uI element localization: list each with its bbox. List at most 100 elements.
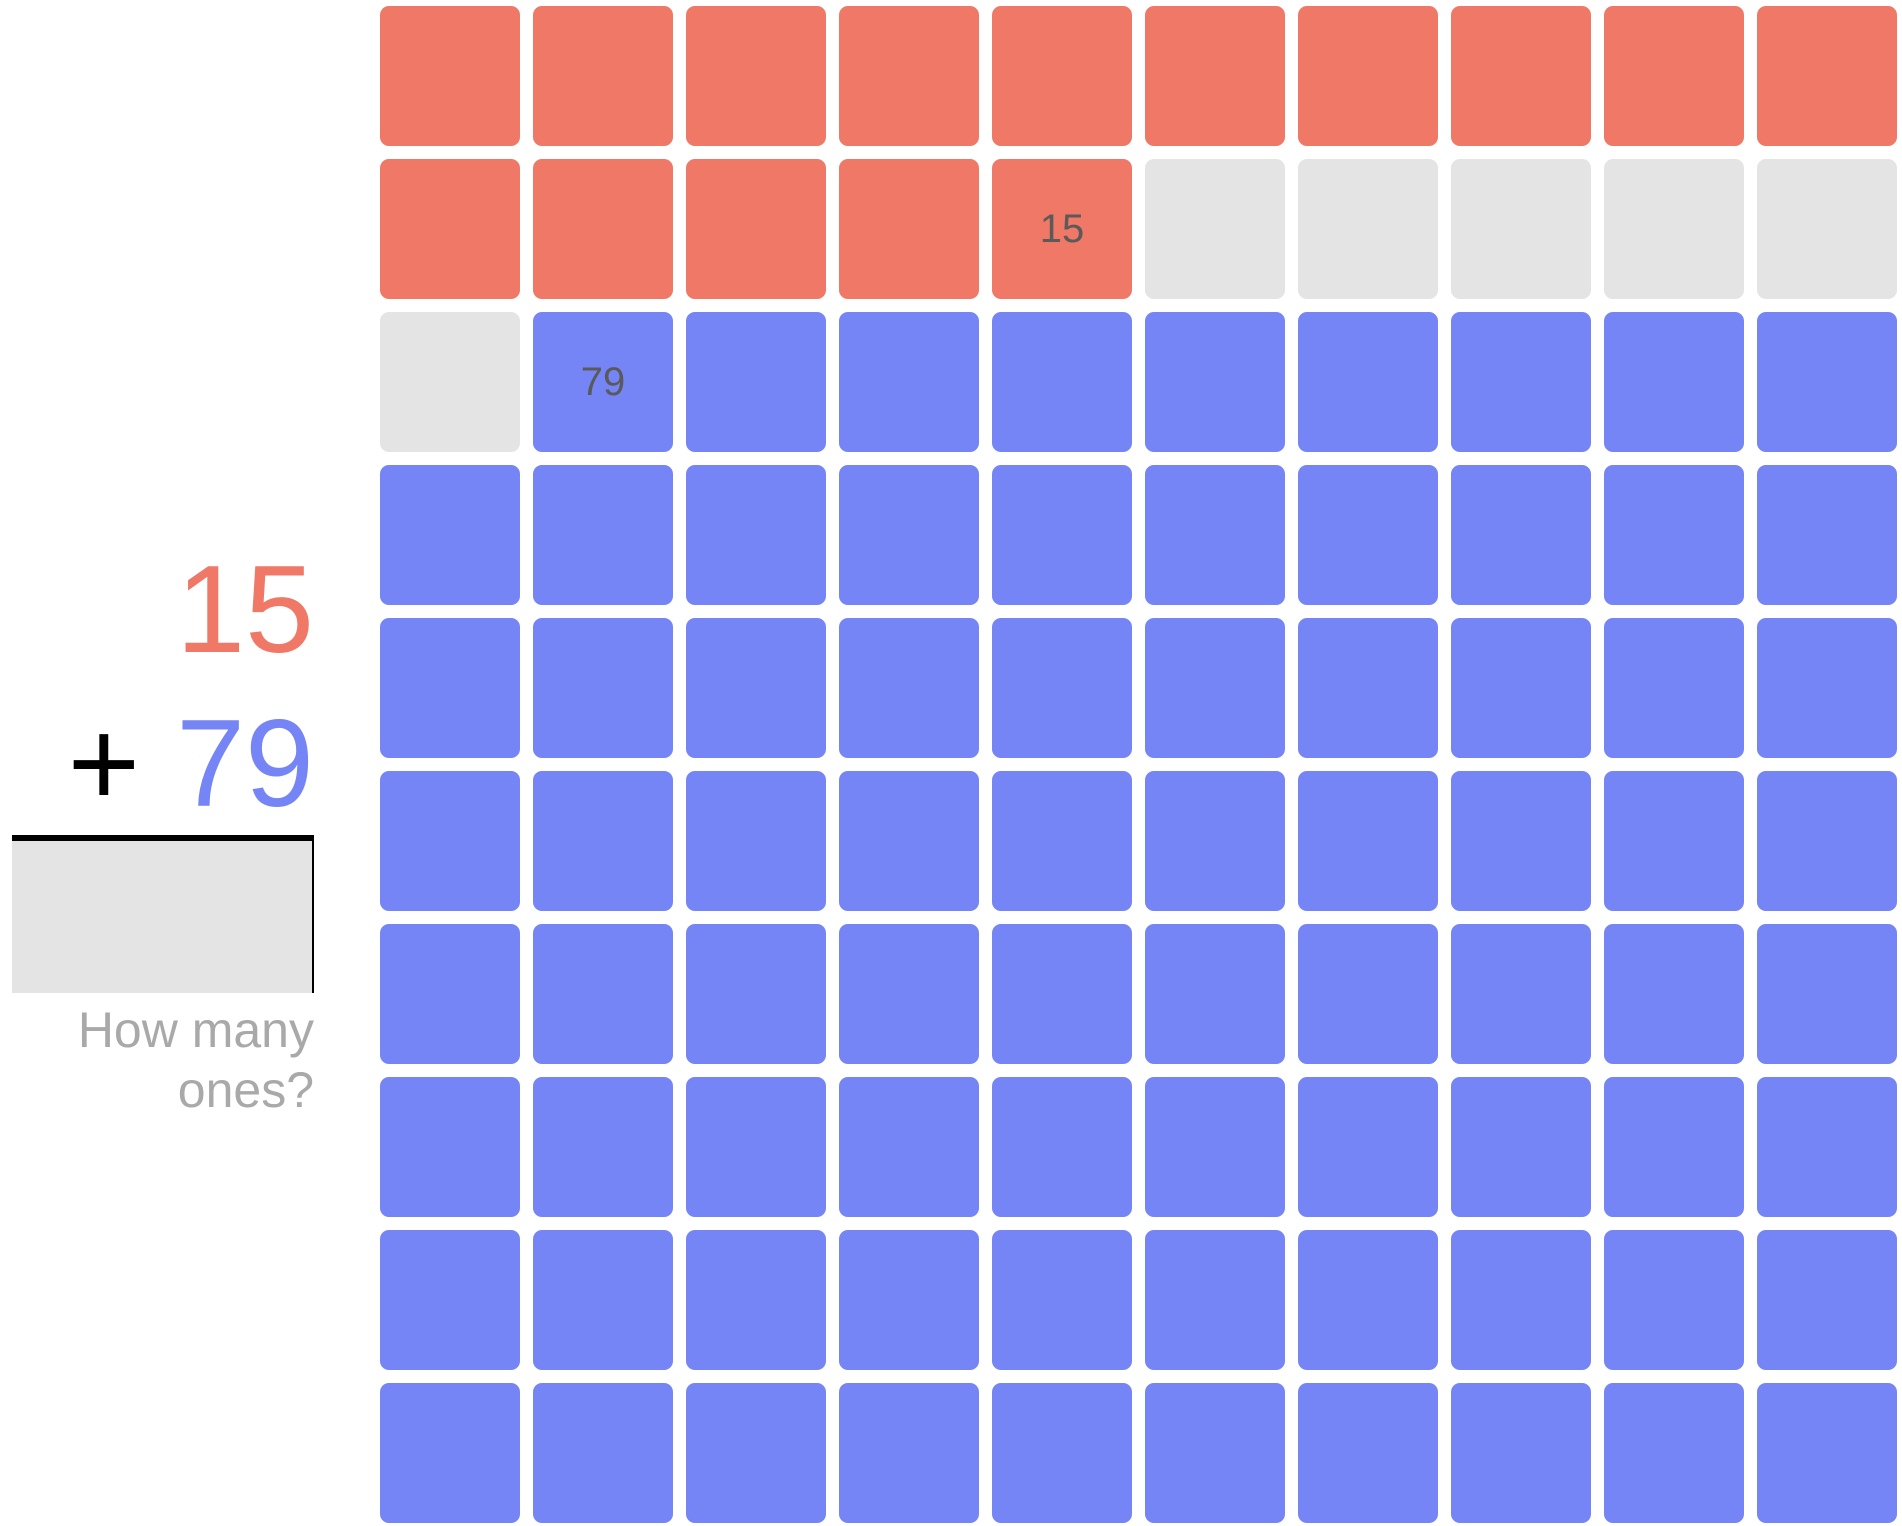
first-addend-cell: [533, 6, 673, 146]
second-addend-cell: [1145, 1383, 1285, 1523]
second-addend-cell: [1604, 924, 1744, 1064]
first-addend-cell: [380, 6, 520, 146]
first-addend-cell: [1604, 6, 1744, 146]
second-addend-cell: [1145, 312, 1285, 452]
second-addend-cell: [686, 1383, 826, 1523]
plus-sign: +: [67, 695, 141, 833]
second-addend: 79: [176, 695, 314, 833]
second-addend-cell: [1757, 465, 1897, 605]
second-addend-cell: [1604, 312, 1744, 452]
second-addend-cell: [992, 771, 1132, 911]
second-addend-row: + 79: [68, 702, 314, 826]
second-addend-cell: [839, 771, 979, 911]
first-addend-cell: [533, 159, 673, 299]
second-addend-cell: [1298, 771, 1438, 911]
second-addend-cell: [992, 1077, 1132, 1217]
second-addend-cell: [1604, 465, 1744, 605]
empty-cell: [1757, 159, 1897, 299]
second-addend-cell: [1604, 1230, 1744, 1370]
second-addend-cell: [533, 618, 673, 758]
second-addend-cell: [1757, 924, 1897, 1064]
second-addend-cell: [1604, 1383, 1744, 1523]
second-addend-cell: [1451, 771, 1591, 911]
second-addend-first-cell: 79: [533, 312, 673, 452]
second-addend-cell: [1757, 771, 1897, 911]
second-addend-cell: [686, 924, 826, 1064]
second-addend-cell: [1757, 312, 1897, 452]
second-addend-cell: [1451, 1383, 1591, 1523]
second-addend-cell: [1451, 924, 1591, 1064]
second-addend-cell: [839, 924, 979, 1064]
second-addend-cell: [1298, 1077, 1438, 1217]
first-addend-cell: [1451, 6, 1591, 146]
empty-cell: [380, 312, 520, 452]
question-prompt: How many ones?: [12, 1000, 314, 1120]
second-addend-cell: [1451, 312, 1591, 452]
second-addend-cell: [1451, 1230, 1591, 1370]
second-addend-cell: [1145, 924, 1285, 1064]
second-addend-cell: [380, 924, 520, 1064]
second-addend-cell: [686, 1230, 826, 1370]
second-addend-cell: [1298, 924, 1438, 1064]
prompt-line-1: How many: [77, 1002, 314, 1058]
second-addend-cell: [992, 924, 1132, 1064]
second-addend-cell: [1298, 465, 1438, 605]
second-addend-cell: [1757, 618, 1897, 758]
second-addend-cell: [380, 465, 520, 605]
empty-cell: [1604, 159, 1744, 299]
second-addend-cell: [686, 312, 826, 452]
second-addend-cell: [1604, 618, 1744, 758]
second-addend-cell: [839, 1230, 979, 1370]
second-addend-cell: [1298, 1230, 1438, 1370]
second-addend-cell: [1145, 771, 1285, 911]
empty-cell: [1298, 159, 1438, 299]
second-addend-cell: [992, 1230, 1132, 1370]
second-addend-cell: [533, 1077, 673, 1217]
problem-panel: 15 + 79 How many ones?: [12, 0, 314, 1526]
second-addend-cell: [839, 1383, 979, 1523]
second-addend-cell: [1298, 618, 1438, 758]
second-addend-cell: [380, 618, 520, 758]
second-addend-cell: [1451, 1077, 1591, 1217]
second-addend-cell: [1757, 1230, 1897, 1370]
second-addend-cell: [380, 1383, 520, 1523]
first-addend-cell: [992, 6, 1132, 146]
second-addend-cell: [1298, 312, 1438, 452]
second-addend-cell: [380, 1230, 520, 1370]
second-addend-cell: [992, 618, 1132, 758]
answer-input[interactable]: [12, 841, 314, 993]
first-addend-last-cell: 15: [992, 159, 1132, 299]
first-addend-cell: [1298, 6, 1438, 146]
second-addend-cell: [380, 1077, 520, 1217]
second-addend-cell: [839, 312, 979, 452]
second-addend-cell: [992, 465, 1132, 605]
second-addend-cell: [533, 1230, 673, 1370]
first-addend-cell: [1757, 6, 1897, 146]
second-addend-cell: [686, 1077, 826, 1217]
second-addend-cell: [839, 1077, 979, 1217]
second-addend-cell: [686, 771, 826, 911]
first-addend-cell: [1145, 6, 1285, 146]
first-addend-cell: [839, 6, 979, 146]
prompt-line-2: ones?: [177, 1062, 314, 1118]
second-addend-cell: [686, 618, 826, 758]
first-addend-cell: [686, 159, 826, 299]
second-addend-cell: [1757, 1077, 1897, 1217]
second-addend-cell: [1145, 618, 1285, 758]
second-addend-cell: [839, 465, 979, 605]
counting-grid: 15 79: [380, 6, 1902, 1526]
first-addend: 15: [176, 541, 314, 679]
second-addend-cell: [533, 924, 673, 1064]
second-addend-cell: [1451, 618, 1591, 758]
empty-cell: [1145, 159, 1285, 299]
second-addend-cell: [1757, 1383, 1897, 1523]
second-addend-cell: [1145, 465, 1285, 605]
first-addend-cell: [380, 159, 520, 299]
sum-line: [12, 835, 314, 841]
second-addend-cell: [992, 1383, 1132, 1523]
second-addend-cell: [533, 465, 673, 605]
second-addend-cell: [1451, 465, 1591, 605]
first-addend-cell: [686, 6, 826, 146]
second-addend-cell: [686, 465, 826, 605]
second-addend-cell: [533, 771, 673, 911]
